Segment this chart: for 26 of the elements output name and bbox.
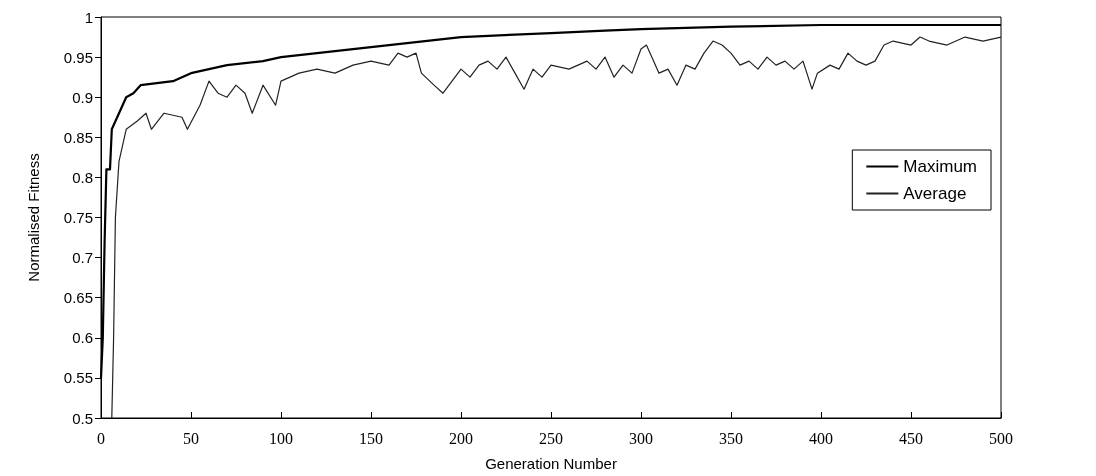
x-tick-label: 200 [449, 429, 473, 447]
y-tick-label: 0.55 [63, 369, 93, 387]
x-tick-label: 350 [719, 429, 743, 447]
x-tick-label: 0 [97, 429, 105, 447]
y-tick-label: 0.95 [63, 48, 93, 66]
x-tick-label: 250 [539, 429, 563, 447]
x-tick-label: 50 [183, 429, 199, 447]
y-tick-label: 0.75 [63, 209, 93, 226]
y-tick-label: 0.85 [63, 128, 93, 146]
legend-label: Average [903, 184, 967, 203]
y-tick-label: 0.7 [72, 249, 93, 267]
x-tick-label: 500 [989, 429, 1013, 447]
y-tick-label: 0.9 [72, 88, 93, 106]
x-tick-label: 300 [629, 429, 653, 447]
y-tick-label: 1 [84, 8, 93, 26]
x-tick-label: 450 [899, 429, 923, 447]
y-tick-label: 0.5 [72, 409, 93, 427]
x-axis-title: Generation Number [485, 455, 617, 472]
y-tick-label: 0.6 [72, 329, 93, 347]
y-tick-label: 0.8 [72, 168, 93, 186]
y-axis-title: Normalised Fitness [25, 153, 42, 282]
legend-label: Maximum [903, 157, 977, 176]
x-tick-label: 100 [269, 429, 293, 447]
y-tick-label: 0.65 [63, 289, 93, 307]
x-tick-label: 150 [359, 429, 383, 447]
x-tick-label: 400 [809, 429, 833, 447]
